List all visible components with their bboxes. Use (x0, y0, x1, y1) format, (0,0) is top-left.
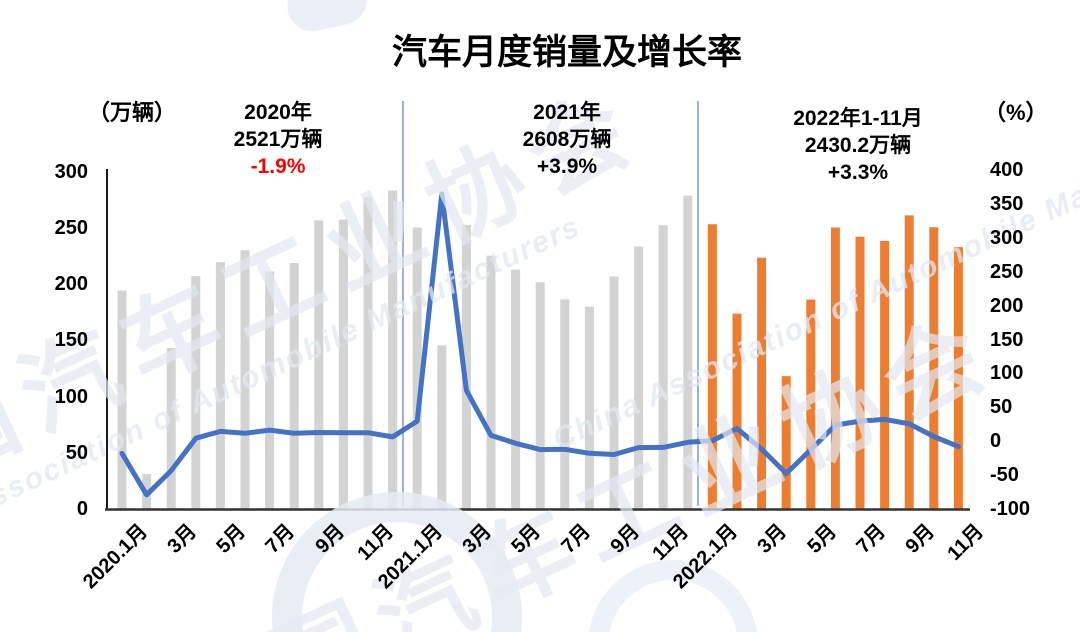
sales-bar-2022.6月 (830, 227, 840, 509)
right-axis-tick-400: 400 (990, 159, 1024, 181)
sales-bar-2021.1月 (412, 227, 422, 509)
left-axis-tick-0: 0 (76, 498, 88, 520)
sales-bar-2021.11月 (658, 225, 668, 509)
left-axis-tick-300: 300 (54, 160, 88, 183)
sales-bar-2020.1月 (117, 290, 127, 509)
sales-bar-2021.8月 (584, 306, 594, 509)
sales-bar-2022.10月 (929, 227, 939, 509)
annotation-2022: 2022年1-11月 2430.2万辆 +3.3% (793, 105, 923, 186)
sales-bar-2022.4月 (781, 376, 791, 509)
sales-bar-2022.9月 (904, 215, 914, 509)
annotation-2022-total: 2430.2万辆 (804, 134, 912, 157)
sales-bar-2020.4月 (191, 276, 201, 509)
annotation-2021-growth: +3.9% (536, 155, 598, 178)
sales-bar-2022.11月 (953, 247, 963, 509)
sales-bar-2020.11月 (363, 197, 373, 509)
left-axis-tick-50: 50 (65, 441, 88, 464)
left-axis-unit-label: （万辆） (88, 100, 177, 125)
sales-bar-2021.9月 (609, 276, 619, 509)
sales-bar-2020.5月 (215, 262, 225, 509)
right-axis-tick-100: 100 (990, 362, 1024, 385)
sales-bar-2020.6月 (240, 250, 250, 509)
sales-bar-2021.3月 (461, 224, 471, 509)
right-axis-tick-300: 300 (990, 226, 1024, 249)
left-axis-tick-250: 250 (54, 216, 88, 239)
right-axis-tick--50: -50 (990, 464, 1019, 487)
sales-bar-2020.10月 (338, 219, 348, 509)
left-axis-tick-200: 200 (54, 273, 88, 295)
right-axis-tick-50: 50 (990, 396, 1013, 419)
annotation-2022-period: 2022年1-11月 (793, 107, 923, 130)
sales-bar-2021.5月 (511, 269, 521, 509)
right-axis-tick--100: -100 (990, 498, 1031, 520)
annotation-2020-growth: -1.9% (250, 155, 306, 178)
growth-rate-line (119, 191, 961, 498)
sales-bar-2021.7月 (560, 299, 570, 509)
sales-bar-2022.8月 (880, 240, 890, 509)
annotation-2021-total: 2608万辆 (522, 128, 612, 151)
annotation-2020: 2020年 2521万辆 -1.9% (234, 99, 323, 180)
annotation-2021: 2021年 2608万辆 +3.9% (523, 99, 612, 180)
sales-bar-2022.1月 (707, 224, 717, 509)
right-axis-tick-250: 250 (990, 260, 1024, 283)
right-axis-tick-200: 200 (990, 294, 1024, 317)
sales-bar-2021.10月 (634, 246, 644, 509)
sales-bar-2021.2月 (437, 345, 447, 509)
sales-bar-2020.9月 (314, 220, 324, 509)
sales-bar-2020.7月 (265, 271, 275, 509)
sales-bar-2021.4月 (486, 255, 496, 509)
left-axis-tick-150: 150 (54, 329, 88, 352)
sales-bar-2022.3月 (757, 257, 767, 509)
annotation-2020-total: 2521万辆 (233, 128, 323, 151)
annotation-2021-period: 2021年 (533, 101, 601, 124)
sales-bar-2022.7月 (855, 236, 865, 509)
sales-bar-2020.3月 (166, 348, 176, 509)
annotation-2020-period: 2020年 (244, 101, 312, 124)
right-axis-tick-0: 0 (990, 430, 1002, 453)
sales-bar-2020.8月 (289, 263, 299, 509)
right-axis-unit-label: （%） (984, 100, 1048, 125)
sales-bar-2022.5月 (806, 299, 816, 509)
sales-bar-2020.12月 (388, 190, 398, 509)
left-axis-tick-100: 100 (54, 385, 88, 408)
right-axis-tick-150: 150 (990, 328, 1024, 351)
sales-bar-2022.2月 (732, 313, 742, 509)
right-axis-tick-350: 350 (990, 192, 1024, 215)
sales-bar-2021.12月 (683, 195, 693, 509)
annotation-2022-growth: +3.3% (827, 161, 889, 184)
sales-bar-2021.6月 (535, 282, 545, 509)
chart-title: 汽车月度销量及增长率 (391, 33, 743, 72)
